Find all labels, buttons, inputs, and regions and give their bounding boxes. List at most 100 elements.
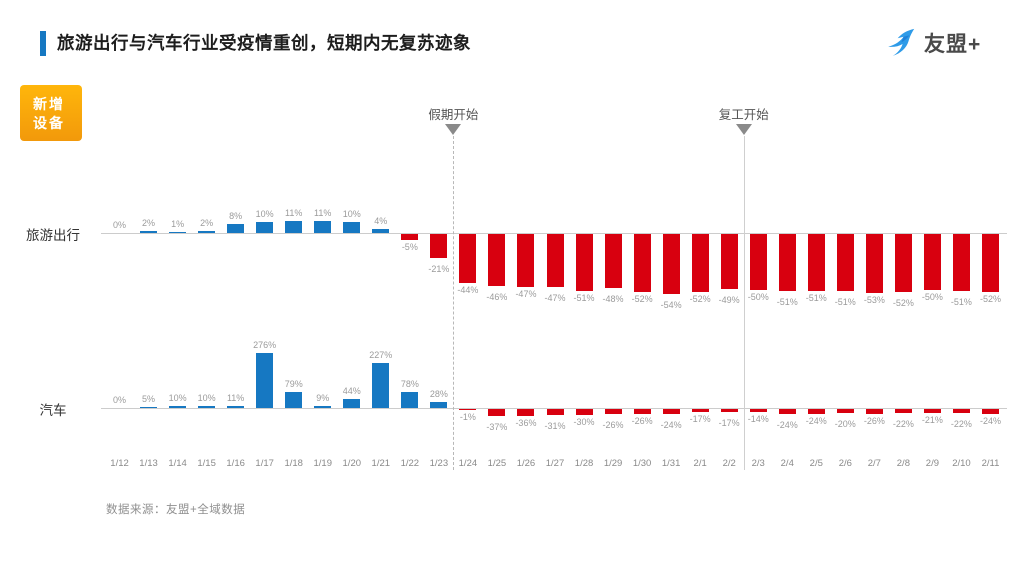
bar-value-label: -22% xyxy=(950,419,972,430)
row-label: 旅游出行 xyxy=(26,228,80,243)
bar xyxy=(807,409,825,414)
bar xyxy=(720,234,738,289)
bar-value-label: -51% xyxy=(950,297,972,308)
bar-value-label: 0% xyxy=(113,395,127,405)
bar-value-label: -44% xyxy=(457,285,479,296)
bar xyxy=(285,392,303,408)
bar xyxy=(169,406,187,408)
bar-value-label: 9% xyxy=(316,393,330,404)
bar-value-label: -24% xyxy=(979,415,1001,426)
bar xyxy=(430,402,448,408)
bar xyxy=(546,409,564,416)
bar xyxy=(633,234,651,293)
marker-label: 复工开始 xyxy=(718,108,769,122)
bar-value-label: -21% xyxy=(921,415,943,426)
bar-value-label: 44% xyxy=(342,386,361,397)
marker-label: 假期开始 xyxy=(428,108,479,122)
bar-value-label: 79% xyxy=(284,379,303,390)
date-label: 2/7 xyxy=(867,458,881,469)
date-label: 2/3 xyxy=(751,458,765,469)
bar-value-label: -17% xyxy=(689,414,711,425)
bar xyxy=(604,409,622,415)
date-label: 1/12 xyxy=(110,458,129,469)
bar-value-label: 5% xyxy=(142,393,156,404)
date-label: 2/6 xyxy=(838,458,852,469)
bar-value-label: 4% xyxy=(374,215,388,226)
date-label: 2/9 xyxy=(925,458,940,469)
bar xyxy=(691,409,709,413)
bar-value-label: 2% xyxy=(142,217,156,228)
bar xyxy=(923,234,941,290)
marker-line xyxy=(453,136,455,470)
bar xyxy=(865,409,883,415)
bar-value-label: 78% xyxy=(400,379,419,390)
bar xyxy=(343,221,361,233)
bar xyxy=(691,234,709,293)
bar-value-label: -26% xyxy=(602,420,624,431)
bar-value-label: -24% xyxy=(805,415,827,426)
date-label: 1/25 xyxy=(487,458,507,469)
bar-value-label: -26% xyxy=(863,416,885,427)
bar-value-label: -52% xyxy=(689,294,711,305)
date-label: 1/17 xyxy=(255,458,274,469)
bar xyxy=(430,234,448,258)
bar-value-label: -51% xyxy=(805,293,827,304)
bar xyxy=(488,409,506,417)
bar xyxy=(952,234,970,292)
bar xyxy=(981,409,999,414)
umeng-bird-icon xyxy=(888,28,915,56)
date-label: 1/22 xyxy=(400,458,420,469)
date-label: 1/24 xyxy=(458,458,478,469)
date-label: 1/15 xyxy=(197,458,216,469)
bar-value-label: 11% xyxy=(285,207,303,218)
bar-value-label: -46% xyxy=(486,291,508,302)
bar xyxy=(546,234,564,287)
date-label: 2/8 xyxy=(896,458,910,469)
bar-value-label: -24% xyxy=(776,419,798,430)
bar-value-label: -48% xyxy=(602,293,624,304)
bar-value-label: -30% xyxy=(573,417,595,427)
bar-value-label: -47% xyxy=(544,292,566,303)
bar-value-label: 276% xyxy=(253,339,277,350)
bar-value-label: -52% xyxy=(979,294,1001,305)
bar xyxy=(256,352,274,408)
bar xyxy=(952,409,970,414)
bar-value-label: 227% xyxy=(369,349,393,360)
bar xyxy=(749,409,767,412)
date-label: 1/20 xyxy=(342,458,362,469)
brand-logo: 友盟+ xyxy=(884,26,981,60)
bar xyxy=(372,362,390,408)
bar-value-label: -49% xyxy=(718,294,740,305)
date-label: 1/31 xyxy=(661,458,681,469)
bar-value-label: -20% xyxy=(834,419,856,429)
bar-value-label: 10% xyxy=(255,208,274,219)
bar-value-label: -47% xyxy=(515,288,537,299)
bar xyxy=(198,230,216,233)
bar xyxy=(720,409,738,413)
bar xyxy=(778,234,796,292)
date-label: 2/1 xyxy=(693,458,707,469)
bar-value-label: -53% xyxy=(863,295,885,306)
bar-value-label: 10% xyxy=(197,393,216,403)
bar-value-label: 0% xyxy=(113,220,127,230)
date-label: 1/19 xyxy=(313,458,332,469)
bar xyxy=(604,234,622,288)
bar xyxy=(981,234,999,293)
date-label: 1/21 xyxy=(371,458,391,469)
data-source-note: 数据来源：友盟+全域数据 xyxy=(106,504,246,516)
bar xyxy=(778,409,796,414)
bar-value-label: 10% xyxy=(168,393,187,403)
bar-value-label: -21% xyxy=(428,263,450,274)
bar xyxy=(517,234,535,287)
bar xyxy=(575,409,593,415)
bar xyxy=(314,406,332,408)
bar xyxy=(865,234,883,294)
bar xyxy=(633,409,651,415)
bar xyxy=(140,406,158,408)
bar-value-label: 28% xyxy=(429,389,448,400)
bar xyxy=(227,405,245,408)
date-label: 1/26 xyxy=(516,458,536,469)
bar xyxy=(807,234,825,292)
bar-value-label: 1% xyxy=(171,218,185,229)
